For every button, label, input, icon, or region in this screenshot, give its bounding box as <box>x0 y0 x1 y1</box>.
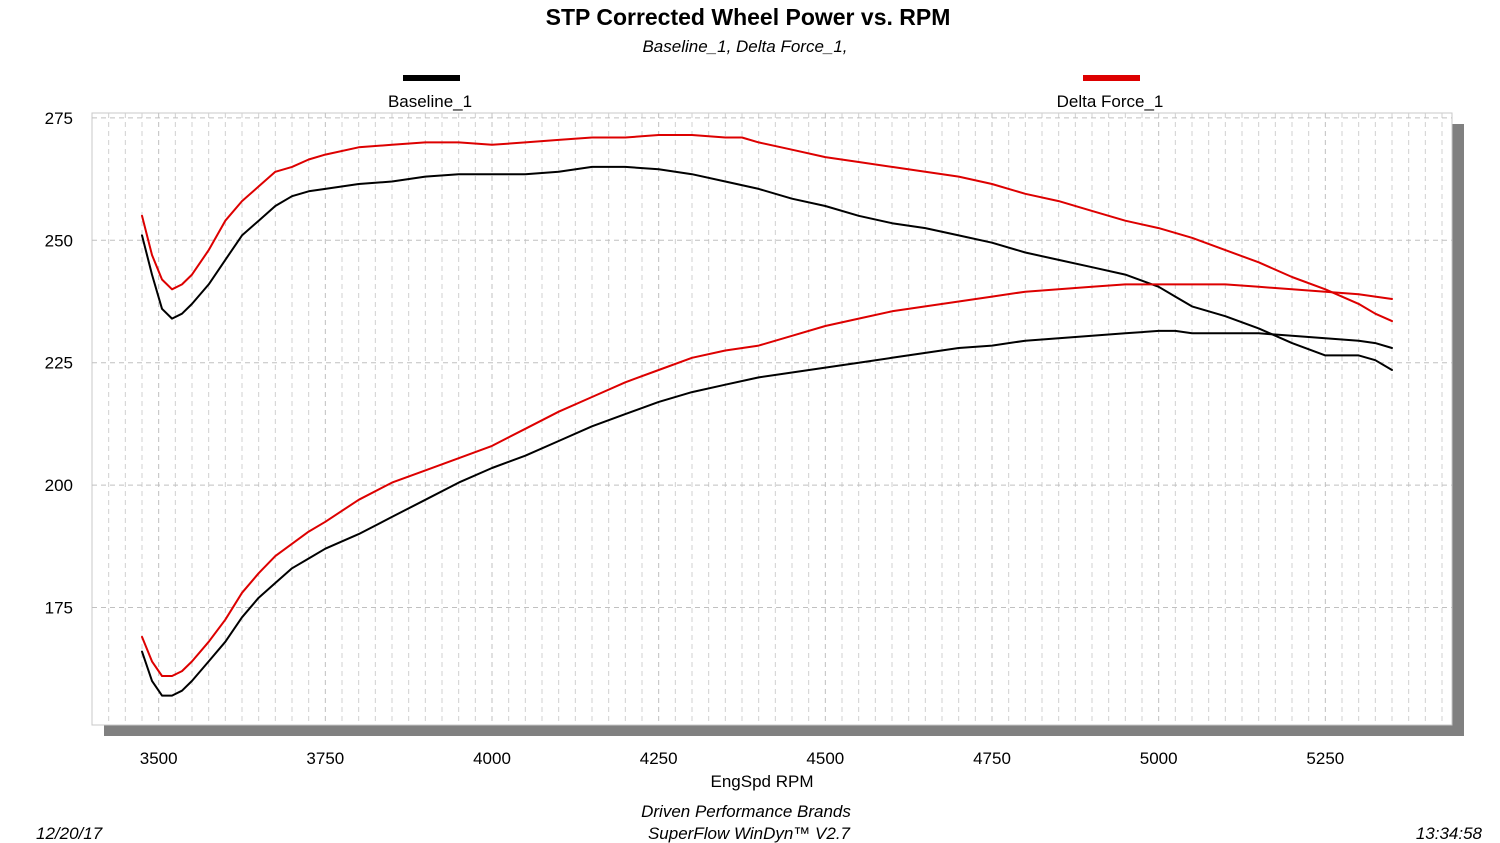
x-tick-label: 4500 <box>806 749 844 768</box>
x-tick-label: 3500 <box>140 749 178 768</box>
series-line-lower <box>141 283 1393 677</box>
legend-swatch-baseline <box>403 75 460 81</box>
legend-label-delta-force: Delta Force_1 <box>1057 92 1164 111</box>
y-tick-label: 200 <box>45 476 73 495</box>
legend: Baseline_1 Delta Force_1 <box>388 75 1163 111</box>
y-tick-label: 225 <box>45 354 73 373</box>
series-line-upper <box>141 134 1393 323</box>
legend-label-baseline: Baseline_1 <box>388 92 472 111</box>
x-tick-labels: 3500 3750 4000 4250 4500 4750 5000 5250 <box>140 749 1344 768</box>
x-tick-label: 4000 <box>473 749 511 768</box>
chart-title: STP Corrected Wheel Power vs. RPM <box>546 4 951 30</box>
series-baseline <box>141 165 1393 697</box>
plot-area <box>91 112 1453 726</box>
legend-swatch-delta-force <box>1083 75 1140 81</box>
series-delta-force <box>141 134 1393 677</box>
y-tick-label: 250 <box>45 231 73 250</box>
chart-subtitle: Baseline_1, Delta Force_1, <box>642 37 847 56</box>
major-gridlines <box>92 113 1452 725</box>
y-tick-label: 275 <box>45 109 73 128</box>
y-tick-label: 175 <box>45 598 73 617</box>
footer-software: SuperFlow WinDyn™ V2.7 <box>648 824 851 843</box>
footer-time: 13:34:58 <box>1416 824 1483 843</box>
series-line-upper <box>141 165 1393 371</box>
series-line-lower <box>141 329 1393 697</box>
footer-date: 12/20/17 <box>36 824 103 843</box>
x-tick-label: 5250 <box>1306 749 1344 768</box>
x-tick-label: 5000 <box>1140 749 1178 768</box>
minor-gridlines <box>108 113 1443 725</box>
x-tick-label: 3750 <box>306 749 344 768</box>
x-axis-label: EngSpd RPM <box>711 772 814 791</box>
x-tick-label: 4250 <box>640 749 678 768</box>
series-layer <box>141 134 1393 697</box>
y-tick-labels: 175 200 225 250 275 <box>45 109 73 618</box>
x-tick-label: 4750 <box>973 749 1011 768</box>
footer-company: Driven Performance Brands <box>641 802 851 821</box>
